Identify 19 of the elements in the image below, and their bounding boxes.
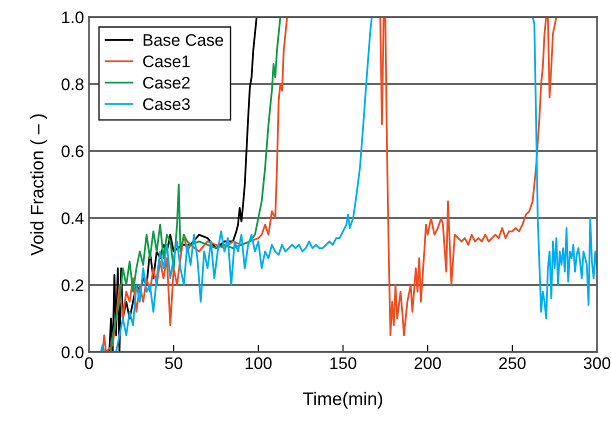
legend-label: Case1 [143, 55, 190, 68]
y-tick-label: 1.0 [62, 11, 84, 24]
legend-label: Case3 [143, 98, 190, 110]
x-tick-label: 0 [85, 357, 93, 370]
y-tick-label: 0.6 [62, 145, 84, 158]
x-tick-label: 200 [414, 357, 441, 370]
legend-label: Case2 [143, 76, 190, 89]
x-tick-label: 150 [330, 357, 356, 370]
legend-label: Base Case [144, 34, 224, 46]
y-tick-label: 0.4 [62, 212, 84, 224]
x-tick-label: 250 [499, 357, 526, 370]
x-tick-label: 50 [165, 357, 182, 370]
y-tick-label: 0.2 [62, 279, 84, 292]
x-tick-label: 300 [584, 357, 610, 370]
x-axis-title: Time(min) [303, 392, 382, 409]
y-axis-title: Void Fraction ( – ) [30, 114, 48, 256]
y-tick-label: 0.8 [62, 78, 84, 90]
y-tick-label: 0.0 [62, 346, 84, 358]
x-tick-label: 100 [246, 357, 272, 370]
